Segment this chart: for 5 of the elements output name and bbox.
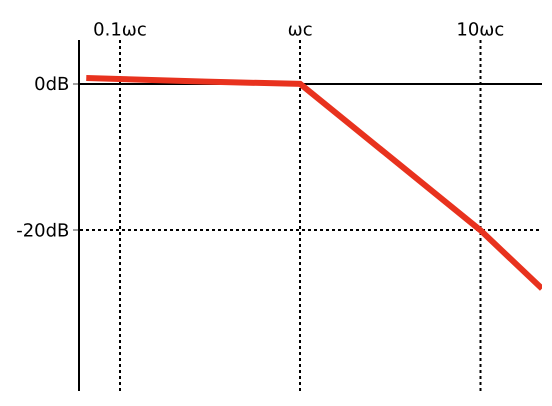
x-tick-label: 10ωc [456,19,504,40]
y-tick-label: 0dB [34,74,70,96]
x-tick-label: 0.1ωc [93,19,147,40]
y-tick-label: -20dB [16,220,70,242]
x-tick-label: ωc [288,19,313,40]
